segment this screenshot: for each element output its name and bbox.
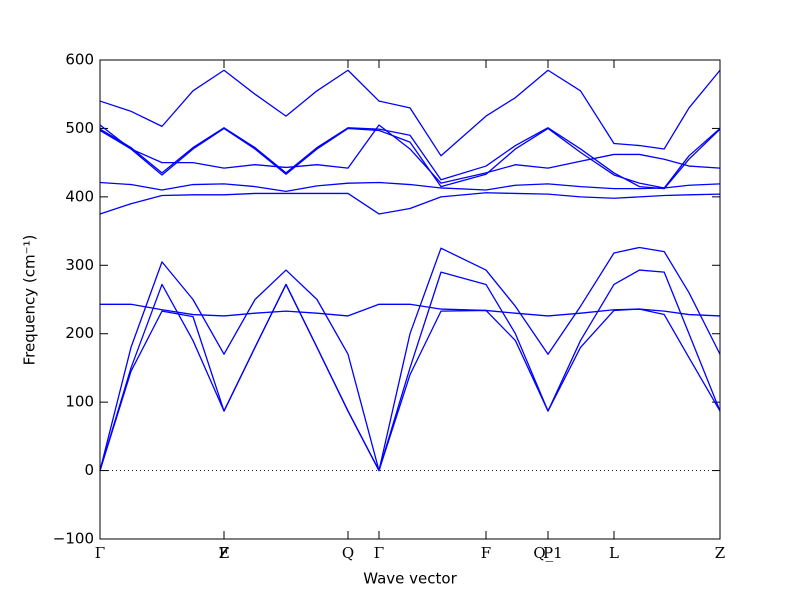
band-line	[99, 246, 721, 472]
x-tick-label: F	[219, 544, 229, 562]
x-tick-label: Z	[219, 544, 229, 562]
band-line	[99, 124, 721, 184]
y-tick-label: −100	[53, 530, 94, 548]
plot-frame	[99, 59, 721, 540]
x-tick-label: Γ	[95, 544, 105, 562]
x-tick-label: L	[609, 544, 619, 562]
y-tick-label: 600	[65, 51, 94, 69]
band-line	[99, 127, 721, 190]
y-tick-label: 500	[65, 119, 94, 137]
band-line	[99, 127, 721, 189]
y-tick-label: 0	[84, 461, 94, 479]
x-tick-label: Q_1	[533, 544, 562, 562]
band-line	[99, 181, 721, 193]
band-line	[100, 303, 721, 317]
x-tick-label: P	[543, 544, 553, 562]
band-line	[99, 269, 721, 472]
x-tick-label: Z	[715, 544, 725, 562]
y-tick-label: 300	[65, 256, 94, 274]
band-line	[99, 192, 721, 215]
y-axis-label: Frequency (cm⁻¹)	[21, 235, 39, 366]
y-tick-label: 400	[65, 187, 94, 205]
x-tick-label: Q	[342, 544, 354, 562]
y-tick-label: 100	[65, 393, 94, 411]
x-tick-label: F	[481, 544, 491, 562]
x-axis-label: Wave vector	[363, 570, 457, 588]
band-line	[99, 283, 721, 472]
band-line	[99, 69, 721, 157]
x-tick-label: Γ	[374, 544, 384, 562]
y-tick-label: 200	[65, 324, 94, 342]
